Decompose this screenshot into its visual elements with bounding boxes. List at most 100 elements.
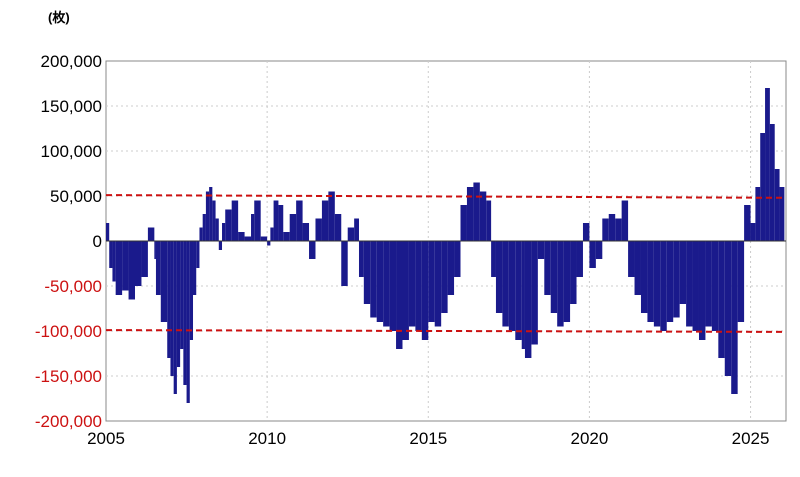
bar	[705, 241, 712, 327]
reference-line	[105, 194, 783, 199]
bar	[582, 223, 590, 241]
bar	[189, 241, 194, 340]
y-tick-labels: 200,000 150,000 100,000 50,000 0 -50,000 -100,…	[35, 52, 102, 431]
bar	[354, 218, 359, 241]
unit-label: (枚)	[48, 10, 70, 25]
bar	[231, 200, 239, 241]
bar	[408, 241, 416, 327]
bar	[502, 241, 509, 327]
bar	[167, 241, 171, 358]
bar	[309, 241, 316, 259]
bar	[537, 241, 545, 259]
bar	[112, 241, 116, 282]
bar	[358, 241, 364, 277]
bar	[363, 241, 371, 304]
bars	[106, 88, 785, 403]
reference-line	[105, 329, 783, 333]
bar	[376, 241, 384, 322]
bar	[769, 124, 775, 241]
bar	[267, 241, 271, 246]
y-tick-label: 100,000	[41, 142, 102, 161]
bar	[479, 191, 487, 241]
bar	[718, 241, 725, 358]
bar	[608, 214, 616, 241]
bar	[154, 241, 156, 259]
bar	[515, 241, 522, 340]
bar	[173, 241, 177, 394]
y-tick-label: 150,000	[41, 97, 102, 116]
bar	[341, 241, 348, 286]
bar	[251, 214, 255, 241]
bar	[315, 218, 322, 241]
bar	[491, 241, 496, 277]
bar	[278, 205, 284, 241]
bar	[402, 241, 409, 340]
bar	[115, 241, 123, 295]
bar	[328, 191, 335, 241]
bar	[296, 200, 303, 241]
bar	[628, 241, 635, 277]
x-tick-label: 2020	[570, 429, 608, 448]
bar	[289, 214, 297, 241]
bar	[544, 241, 551, 295]
bar	[570, 241, 577, 304]
bar	[653, 241, 661, 327]
bar	[466, 187, 474, 241]
bar	[550, 241, 558, 313]
bar	[389, 241, 397, 331]
bar	[698, 241, 706, 340]
bar	[595, 241, 603, 259]
bar	[634, 241, 641, 295]
bar	[744, 205, 751, 241]
bar	[563, 241, 571, 322]
bar	[160, 241, 168, 322]
bar	[711, 241, 719, 331]
bar	[260, 236, 268, 241]
bar	[686, 241, 693, 327]
bar	[692, 241, 699, 331]
bar	[147, 227, 155, 241]
x-tick-label: 2015	[409, 429, 447, 448]
bar	[218, 241, 223, 250]
bar	[244, 236, 252, 241]
bar	[180, 241, 184, 349]
bar	[774, 169, 780, 241]
x-tick-label: 2010	[248, 429, 286, 448]
bar	[321, 200, 329, 241]
bar	[473, 182, 480, 241]
bar	[441, 241, 448, 313]
bar	[183, 241, 187, 385]
bar	[370, 241, 377, 318]
bar	[109, 241, 113, 268]
bar	[205, 191, 210, 241]
bar	[347, 227, 355, 241]
bar	[421, 241, 429, 340]
bar	[383, 241, 390, 327]
bar	[141, 241, 148, 277]
bar	[666, 241, 674, 322]
bar	[679, 241, 687, 304]
bar	[660, 241, 667, 331]
bar	[202, 214, 206, 241]
bar	[238, 232, 245, 241]
bar	[428, 241, 435, 322]
bar	[576, 241, 583, 277]
bar	[122, 241, 129, 291]
y-tick-label: -200,000	[35, 412, 102, 431]
bar	[731, 241, 738, 394]
bar	[521, 241, 525, 349]
y-tick-label: -150,000	[35, 367, 102, 386]
y-tick-label: 0	[93, 232, 102, 251]
bar	[486, 200, 492, 241]
bar	[128, 241, 136, 300]
bar	[199, 227, 203, 241]
x-tick-label: 2025	[732, 429, 770, 448]
y-tick-label: 50,000	[50, 187, 102, 206]
y-tick-label: 200,000	[41, 52, 102, 71]
bar	[673, 241, 680, 318]
bar	[215, 218, 219, 241]
bar	[106, 223, 110, 241]
bar	[196, 241, 200, 268]
bar	[495, 241, 503, 313]
